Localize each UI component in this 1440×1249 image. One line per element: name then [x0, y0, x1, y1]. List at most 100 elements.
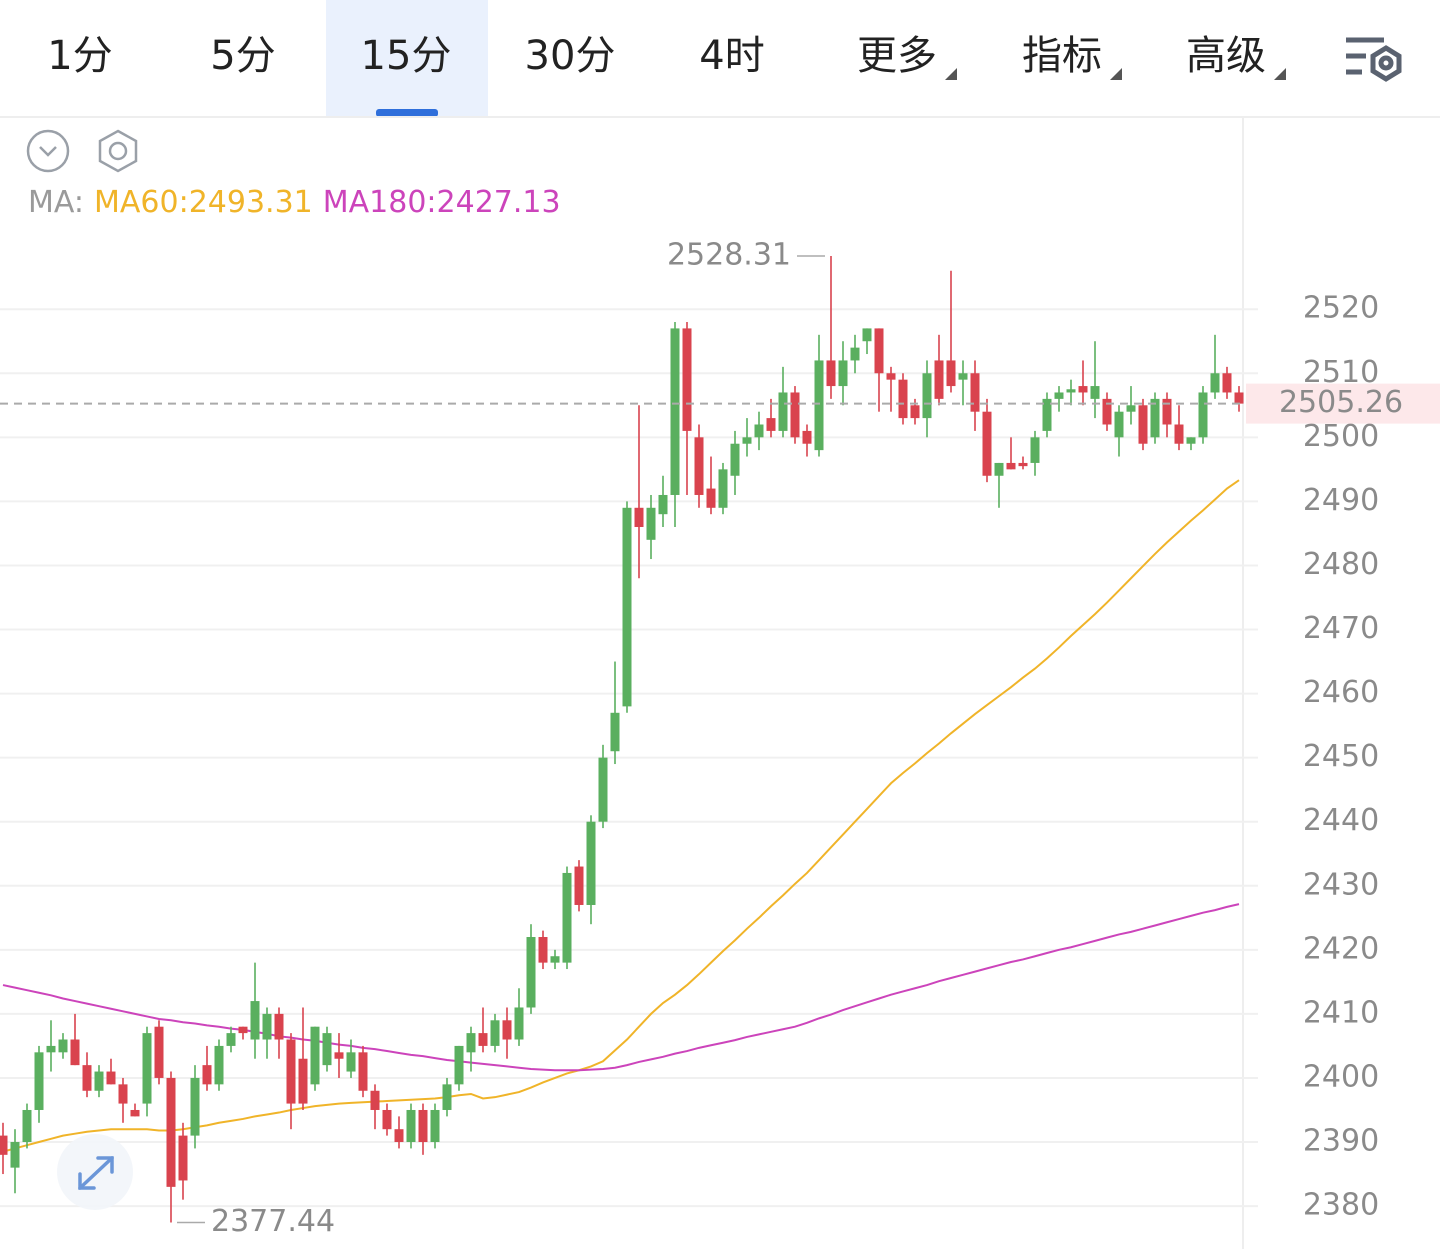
- tab[interactable]: 指标: [1022, 33, 1102, 79]
- y-tick-label: 2460: [1303, 675, 1379, 710]
- tab[interactable]: 更多: [857, 33, 937, 79]
- candle-body: [1042, 398, 1052, 431]
- candle-body: [1066, 389, 1076, 393]
- candle-body: [514, 1007, 524, 1040]
- candle-body: [190, 1077, 200, 1136]
- tab[interactable]: 30分: [525, 33, 616, 79]
- max-label: 2528.31: [667, 237, 791, 272]
- candle-body: [574, 866, 584, 905]
- candle-body: [58, 1039, 68, 1053]
- y-tick-label: 2420: [1303, 931, 1379, 966]
- candle-body: [202, 1065, 212, 1085]
- settings-hex-icon[interactable]: [98, 129, 138, 173]
- candle-body: [0, 1135, 8, 1155]
- candle-body: [490, 1020, 500, 1046]
- y-tick-label: 2380: [1303, 1188, 1379, 1223]
- candle-body: [1222, 373, 1232, 393]
- candle-body: [10, 1142, 20, 1168]
- candle-body: [166, 1077, 176, 1187]
- dropdown-marker: [1110, 68, 1122, 80]
- candle-body: [358, 1052, 368, 1091]
- candle-body: [718, 469, 728, 508]
- candle-body: [766, 418, 776, 431]
- candle-body: [646, 507, 656, 540]
- candle-body: [394, 1129, 404, 1143]
- y-tick-label: 2390: [1303, 1124, 1379, 1159]
- candle-body: [1138, 405, 1148, 444]
- candle-body: [586, 821, 596, 905]
- tab[interactable]: 15分: [361, 33, 452, 79]
- candle-body: [22, 1109, 32, 1143]
- candle-body: [670, 328, 680, 495]
- candle-body: [346, 1052, 356, 1072]
- candle-body: [1174, 424, 1184, 444]
- candle-body: [82, 1065, 92, 1091]
- candle-body: [226, 1033, 236, 1046]
- candle-body: [826, 360, 836, 387]
- candle-body: [142, 1033, 152, 1104]
- candle-body: [178, 1135, 188, 1181]
- y-tick-label: 2520: [1303, 291, 1379, 326]
- candle-body: [898, 379, 908, 419]
- expand-button[interactable]: [57, 1134, 133, 1210]
- dropdown-marker: [1274, 68, 1286, 80]
- candle-body: [982, 411, 992, 476]
- candle-body: [742, 437, 752, 444]
- tab-bar: 1分 5分 15分 30分 4时 更多 指标 高级: [47, 33, 1286, 80]
- candle-body: [958, 373, 968, 380]
- y-tick-label: 2430: [1303, 867, 1379, 902]
- candle-body: [778, 392, 788, 431]
- candle-body: [310, 1026, 320, 1085]
- candle-body: [70, 1039, 80, 1066]
- active-tab-indicator: [376, 109, 438, 117]
- candle-body: [682, 328, 692, 431]
- candle-body: [922, 373, 932, 419]
- candle-body: [1006, 462, 1016, 470]
- y-tick-label: 2500: [1303, 419, 1379, 454]
- candle-body: [1150, 398, 1160, 438]
- candle-body: [838, 360, 848, 387]
- candle-body: [862, 328, 872, 342]
- candle-body: [1126, 405, 1136, 412]
- candle-body: [802, 430, 812, 444]
- candle-body: [1030, 437, 1040, 463]
- candle-body: [622, 507, 632, 707]
- candle-body: [754, 424, 764, 438]
- legend-entry: MA180:2427.13: [323, 185, 561, 220]
- candle-body: [370, 1090, 380, 1110]
- last-price-label: 2505.26: [1279, 385, 1403, 420]
- settings-icon[interactable]: [1346, 37, 1402, 82]
- tab[interactable]: 5分: [210, 33, 275, 79]
- y-tick-label: 2490: [1303, 483, 1379, 518]
- candle-body: [298, 1058, 308, 1104]
- candle-body: [610, 712, 620, 752]
- dropdown-marker: [945, 68, 957, 80]
- candle-body: [970, 373, 980, 412]
- candle-body: [1186, 437, 1196, 444]
- candle-body: [442, 1084, 452, 1110]
- tab[interactable]: 1分: [47, 33, 112, 79]
- y-tick-label: 2440: [1303, 803, 1379, 838]
- ma-line: [2, 903, 1240, 1072]
- candle-body: [430, 1109, 440, 1143]
- candle-body: [706, 488, 716, 508]
- candle-body: [466, 1033, 476, 1053]
- candle-body: [322, 1033, 332, 1066]
- candle-body: [46, 1045, 56, 1053]
- candle-body: [550, 956, 560, 963]
- tab[interactable]: 4时: [699, 33, 764, 79]
- candle-body: [214, 1045, 224, 1085]
- y-tick-label: 2480: [1303, 547, 1379, 582]
- tab[interactable]: 高级: [1186, 33, 1266, 79]
- active-tab-bg: [326, 0, 488, 117]
- candle-body: [1078, 386, 1088, 393]
- candle-body: [286, 1039, 296, 1104]
- candle-body: [334, 1052, 344, 1059]
- collapse-icon[interactable]: [26, 129, 70, 173]
- candle-body: [526, 937, 536, 1008]
- candle-body: [238, 1026, 248, 1034]
- candle-body: [874, 328, 884, 374]
- candle-body: [1162, 398, 1172, 425]
- candle-body: [418, 1109, 428, 1143]
